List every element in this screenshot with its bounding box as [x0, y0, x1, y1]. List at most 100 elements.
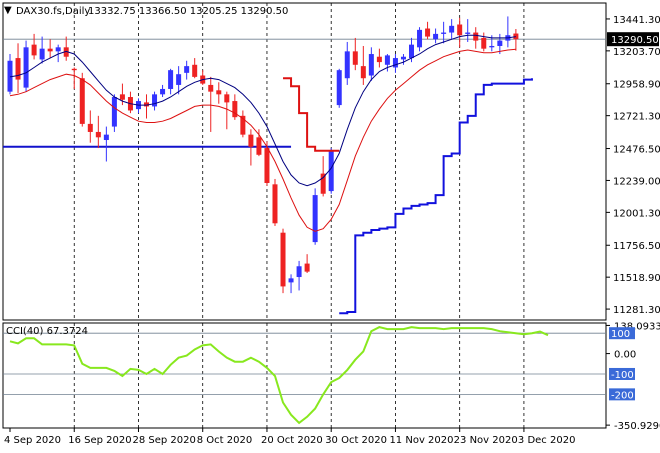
candle-body[interactable]: [248, 134, 254, 147]
candle-body[interactable]: [441, 32, 447, 34]
candle-body[interactable]: [192, 64, 198, 77]
candles-layer[interactable]: [7, 16, 519, 294]
candle-body[interactable]: [296, 266, 302, 278]
candle-body[interactable]: [55, 47, 61, 52]
candle-body[interactable]: [31, 44, 37, 56]
cci-level-label: 100: [611, 329, 630, 340]
cci-level-tag: [609, 388, 635, 401]
candle-body[interactable]: [304, 263, 310, 272]
candle-body[interactable]: [47, 48, 53, 52]
candle-body[interactable]: [368, 54, 374, 76]
price-tick-label: 11518.90: [613, 273, 660, 284]
cci-tick-label: -350.9290: [614, 421, 660, 432]
candle-body[interactable]: [457, 24, 463, 36]
candle-body[interactable]: [63, 47, 69, 57]
cci-level-tag: [609, 367, 635, 380]
candle-body[interactable]: [23, 47, 29, 88]
candle-body[interactable]: [119, 94, 125, 100]
moving-averages-layer: [9, 34, 516, 232]
candle-body[interactable]: [152, 94, 158, 107]
candle-body[interactable]: [264, 148, 270, 183]
candle-body[interactable]: [71, 68, 77, 71]
price-tick-label: 12958.90: [613, 80, 660, 91]
candle-body[interactable]: [409, 44, 414, 59]
candle-body[interactable]: [513, 33, 519, 40]
candle-body[interactable]: [465, 32, 471, 34]
candle-body[interactable]: [280, 232, 286, 287]
time-tick-label: 16 Sep 2020: [68, 435, 131, 446]
time-tick-label: 4 Sep 2020: [4, 435, 61, 446]
candle-body[interactable]: [95, 131, 101, 138]
candle-body[interactable]: [111, 97, 117, 127]
candle-body[interactable]: [232, 101, 238, 118]
candle-body[interactable]: [392, 58, 398, 68]
candle-body[interactable]: [400, 56, 406, 60]
time-tick-label: 20 Oct 2020: [261, 435, 323, 446]
candle-body[interactable]: [7, 60, 13, 92]
candle-body[interactable]: [417, 29, 423, 48]
candle-body[interactable]: [344, 51, 350, 79]
candle-body[interactable]: [144, 102, 150, 107]
trailing-stop-layer: [283, 77, 533, 315]
candle-body[interactable]: [39, 48, 45, 60]
time-axis: 4 Sep 2020 16 Sep 2020 28 Sep 2020 8 Oct 20…: [4, 428, 575, 446]
current-price-label: 13290.50: [611, 35, 659, 46]
cci-axis: 138.0933 0.00 -350.9290 100 -100 -200: [606, 321, 660, 432]
cci-level-label: -200: [611, 390, 634, 401]
candle-body[interactable]: [79, 78, 85, 124]
collapse-triangle-icon[interactable]: ▼: [4, 5, 12, 16]
candle-body[interactable]: [103, 134, 109, 141]
candle-body[interactable]: [489, 45, 495, 48]
candle-body[interactable]: [240, 115, 246, 135]
candle-body[interactable]: [481, 37, 487, 49]
current-price-tag: [607, 32, 659, 47]
candle-body[interactable]: [168, 70, 174, 89]
candle-body[interactable]: [160, 88, 166, 95]
support-line-layer: [3, 38, 606, 148]
candle-body[interactable]: [224, 94, 230, 103]
candle-body[interactable]: [352, 51, 358, 65]
candle-body[interactable]: [384, 55, 390, 65]
trailing-stop-lower-line: [339, 78, 533, 315]
trailing-stop-upper-line: [283, 77, 340, 152]
candle-body[interactable]: [336, 70, 342, 106]
candle-body[interactable]: [184, 66, 190, 73]
main-price-axis: 13441.30 13203.70 12958.90 12721.30 12476.50…: [606, 15, 660, 316]
candle-body[interactable]: [15, 58, 21, 80]
price-tick-label: 11281.30: [613, 305, 660, 316]
candle-body[interactable]: [176, 74, 182, 85]
candle-body[interactable]: [449, 25, 455, 33]
candle-body[interactable]: [433, 33, 439, 40]
chart-symbol-label: DAX30.fs,Daily: [16, 6, 90, 17]
cci-title-label: CCI(40) 67.3724: [6, 326, 88, 337]
candle-body[interactable]: [473, 32, 479, 41]
time-tick-label: 3 Dec 2020: [518, 435, 576, 446]
candle-body[interactable]: [497, 40, 503, 46]
price-tick-label: 12239.00: [613, 176, 660, 187]
candle-body[interactable]: [87, 123, 93, 132]
time-tick-label: 11 Nov 2020: [389, 435, 453, 446]
time-tick-label: 23 Nov 2020: [454, 435, 518, 446]
price-tick-label: 12001.30: [613, 208, 660, 219]
price-tick-label: 12721.30: [613, 112, 660, 123]
candle-body[interactable]: [208, 84, 214, 92]
candle-body[interactable]: [256, 137, 262, 155]
candle-body[interactable]: [328, 150, 334, 192]
main-panel-frame: [2, 2, 607, 321]
candle-body[interactable]: [360, 66, 366, 79]
candle-body[interactable]: [376, 56, 382, 63]
fast-ma-line: [9, 34, 516, 187]
candle-body[interactable]: [288, 278, 294, 283]
cci-layer: [3, 326, 606, 425]
candle-body[interactable]: [320, 173, 326, 194]
time-tick-label: 28 Sep 2020: [132, 435, 195, 446]
price-tick-label: 11756.50: [613, 241, 660, 252]
candle-body[interactable]: [216, 90, 222, 95]
candle-body[interactable]: [312, 195, 318, 243]
cci-panel-frame: [2, 322, 607, 429]
cci-level-label: -100: [611, 370, 634, 381]
candle-body[interactable]: [425, 28, 431, 37]
candle-body[interactable]: [272, 184, 278, 224]
